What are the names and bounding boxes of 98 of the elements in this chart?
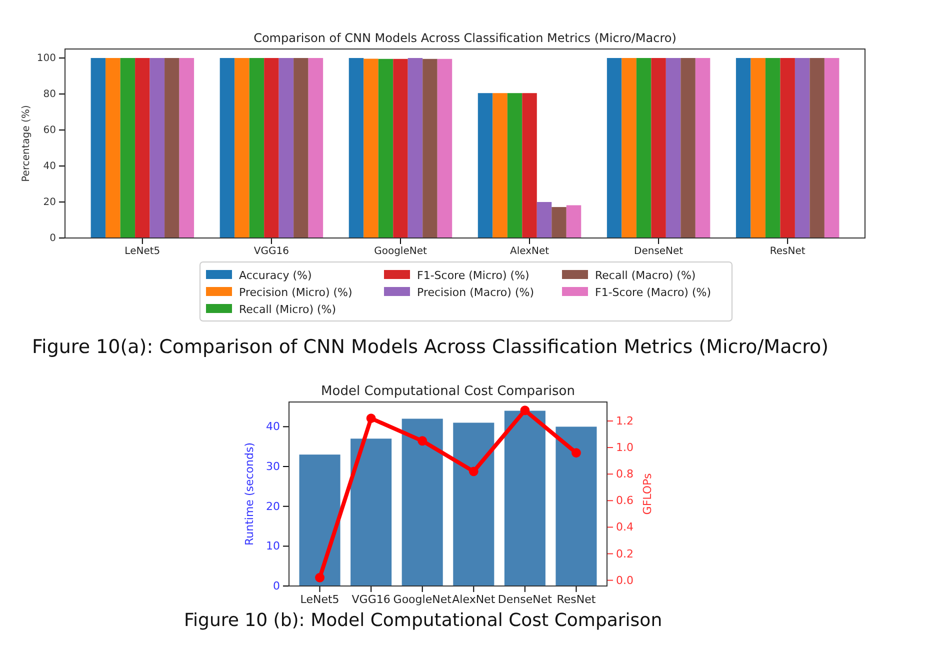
bar: [824, 58, 840, 238]
chart-title: Comparison of CNN Models Across Classification Metrics (Micro/Macro): [254, 31, 676, 45]
caption: Figure 10(a): Comparison of CNN Models Across Classification Metrics (Micro/Macro): [32, 336, 829, 358]
bar: [299, 454, 340, 586]
bar: [622, 58, 636, 238]
bar: [378, 58, 394, 238]
y2-tick-label: 1.0: [616, 441, 634, 454]
caption: Figure 10 (b): Model Computational Cost Comparison: [184, 610, 662, 631]
x-tick-label: VGG16: [352, 592, 390, 606]
legend-label: F1-Score (Micro) (%): [417, 269, 530, 282]
legend-label: Precision (Micro) (%): [239, 286, 352, 299]
bar: [522, 93, 537, 238]
point: [366, 414, 376, 424]
legend-label: Recall (Micro) (%): [239, 303, 336, 316]
bar: [552, 207, 566, 238]
x-tick-label: AlexNet: [510, 246, 550, 258]
bar: [606, 58, 622, 238]
y-tick-label: 60: [43, 125, 56, 136]
x-tick-label: DenseNet: [634, 246, 684, 258]
y2-tick-label: 0.4: [616, 520, 634, 534]
bar: [364, 58, 378, 238]
x-tick-label: LeNet5: [300, 592, 340, 606]
x-tick-label: VGG16: [254, 246, 289, 258]
bar: [120, 58, 136, 238]
bar: [666, 58, 681, 238]
point: [418, 436, 428, 446]
bar: [350, 438, 392, 586]
bar: [234, 58, 250, 238]
bar: [135, 58, 150, 238]
bar: [294, 58, 308, 238]
x-tick-label: LeNet5: [124, 246, 160, 258]
bar: [750, 58, 766, 238]
x-tick-label: AlexNet: [452, 592, 496, 606]
y-tick-label: 0: [50, 233, 56, 244]
bar: [453, 422, 494, 586]
bar: [810, 58, 824, 238]
bar: [106, 58, 120, 238]
bar: [507, 93, 522, 238]
point: [468, 466, 478, 476]
bar: [437, 58, 452, 238]
chart-title: Model Computational Cost Comparison: [321, 384, 575, 399]
bar: [179, 58, 194, 238]
bar: [150, 58, 165, 238]
bar: [492, 93, 508, 238]
y-tick-label: 40: [43, 161, 56, 172]
bar: [695, 58, 710, 238]
x-tick-label: ResNet: [556, 592, 596, 606]
bar: [393, 58, 408, 238]
point: [315, 572, 324, 582]
y2-tick-label: 0.0: [616, 574, 634, 587]
bar: [348, 58, 364, 238]
y-tick-label: 100: [36, 53, 56, 64]
y-axis-title: Runtime (seconds): [243, 442, 256, 546]
bar: [780, 58, 795, 238]
y2-axis-title: GFLOPs: [641, 473, 654, 515]
bar: [651, 58, 666, 238]
y-tick-label: 30: [266, 460, 280, 474]
bar: [220, 58, 235, 238]
bar: [278, 58, 294, 238]
bar: [680, 58, 696, 238]
bar: [90, 58, 106, 238]
bar: [264, 58, 279, 238]
bar: [249, 58, 264, 238]
bar: [536, 202, 552, 238]
bar: [422, 58, 438, 238]
legend-label: F1-Score (Macro) (%): [595, 286, 712, 299]
bar: [504, 410, 546, 586]
bar: [402, 418, 443, 586]
point: [572, 448, 581, 458]
legend-label: Accuracy (%): [239, 269, 312, 282]
y-axis-title: Percentage (%): [21, 105, 32, 182]
y-tick-label: 10: [266, 540, 280, 553]
bar: [636, 58, 652, 238]
bar: [308, 58, 324, 238]
x-tick-label: GoogleNet: [393, 592, 452, 606]
legend-label: Precision (Macro) (%): [417, 286, 534, 299]
y2-tick-label: 0.6: [616, 494, 634, 508]
bar: [408, 58, 423, 238]
y-tick-label: 20: [43, 197, 56, 208]
y2-tick-label: 1.2: [616, 414, 634, 428]
point: [520, 406, 530, 416]
bar: [556, 426, 597, 586]
legend-label: Recall (Macro) (%): [595, 269, 696, 282]
y-tick-label: 0: [273, 580, 280, 593]
bar: [566, 205, 582, 238]
x-tick-label: ResNet: [770, 246, 806, 258]
bar: [736, 58, 751, 238]
bar: [164, 58, 180, 238]
x-tick-label: DenseNet: [498, 592, 553, 606]
bar: [765, 58, 780, 238]
y-tick-label: 20: [266, 500, 280, 513]
y2-tick-label: 0.8: [616, 468, 634, 481]
y-tick-label: 40: [266, 420, 280, 434]
y2-tick-label: 0.2: [616, 547, 634, 560]
x-tick-label: GoogleNet: [374, 246, 427, 258]
bar: [478, 93, 493, 238]
bar: [794, 58, 810, 238]
y-tick-label: 80: [43, 89, 56, 100]
